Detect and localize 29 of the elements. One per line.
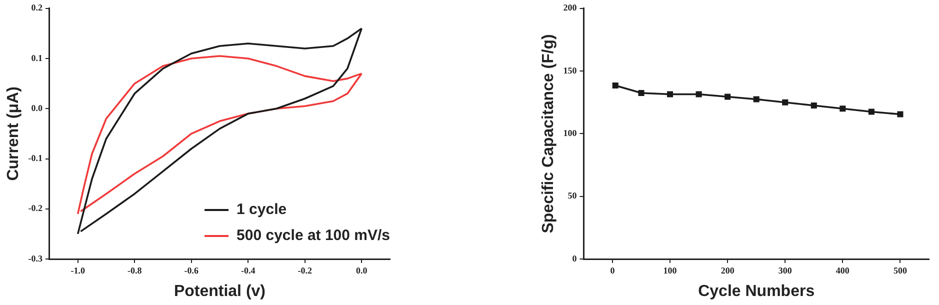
y-tick-label: 0.0	[31, 102, 43, 113]
y-tick-label: 0.1	[31, 52, 43, 63]
y-axis-title: Specific Capacitance (F/g)	[540, 34, 558, 234]
x-axis-title: Cycle Numbers	[698, 282, 815, 300]
y-axis-title: Current (μA)	[5, 86, 22, 181]
y-tick-label: 0	[572, 253, 578, 264]
x-tick-label: 400	[836, 266, 850, 276]
x-tick-label: 100	[663, 266, 678, 276]
x-axis-title: Potential (v)	[174, 282, 266, 300]
x-tick-label: 300	[778, 266, 792, 276]
legend-label: 500 cycle at 100 mV/s	[236, 227, 390, 244]
y-tick-label: 0.2	[31, 2, 43, 13]
x-tick-label: -0.4	[240, 266, 256, 276]
legend-label: 1 cycle	[236, 201, 287, 218]
y-tick-label: -0.2	[28, 203, 43, 214]
x-tick-label: -1.0	[70, 266, 86, 276]
x-tick-label: 0	[610, 266, 616, 276]
y-tick-label: -0.1	[28, 153, 43, 164]
x-tick-label: 500	[893, 266, 908, 276]
x-tick-label: -0.2	[298, 266, 312, 276]
x-tick-label: 200	[720, 266, 735, 276]
x-tick-label: -0.6	[184, 266, 199, 276]
y-tick-label: -0.3	[28, 253, 43, 264]
x-tick-label: 0.0	[356, 266, 368, 276]
x-tick-label: -0.8	[127, 266, 142, 276]
y-tick-label: 200	[563, 2, 578, 13]
y-tick-label: 150	[563, 65, 578, 76]
y-tick-label: 100	[563, 128, 578, 138]
y-tick-label: 50	[568, 190, 578, 201]
